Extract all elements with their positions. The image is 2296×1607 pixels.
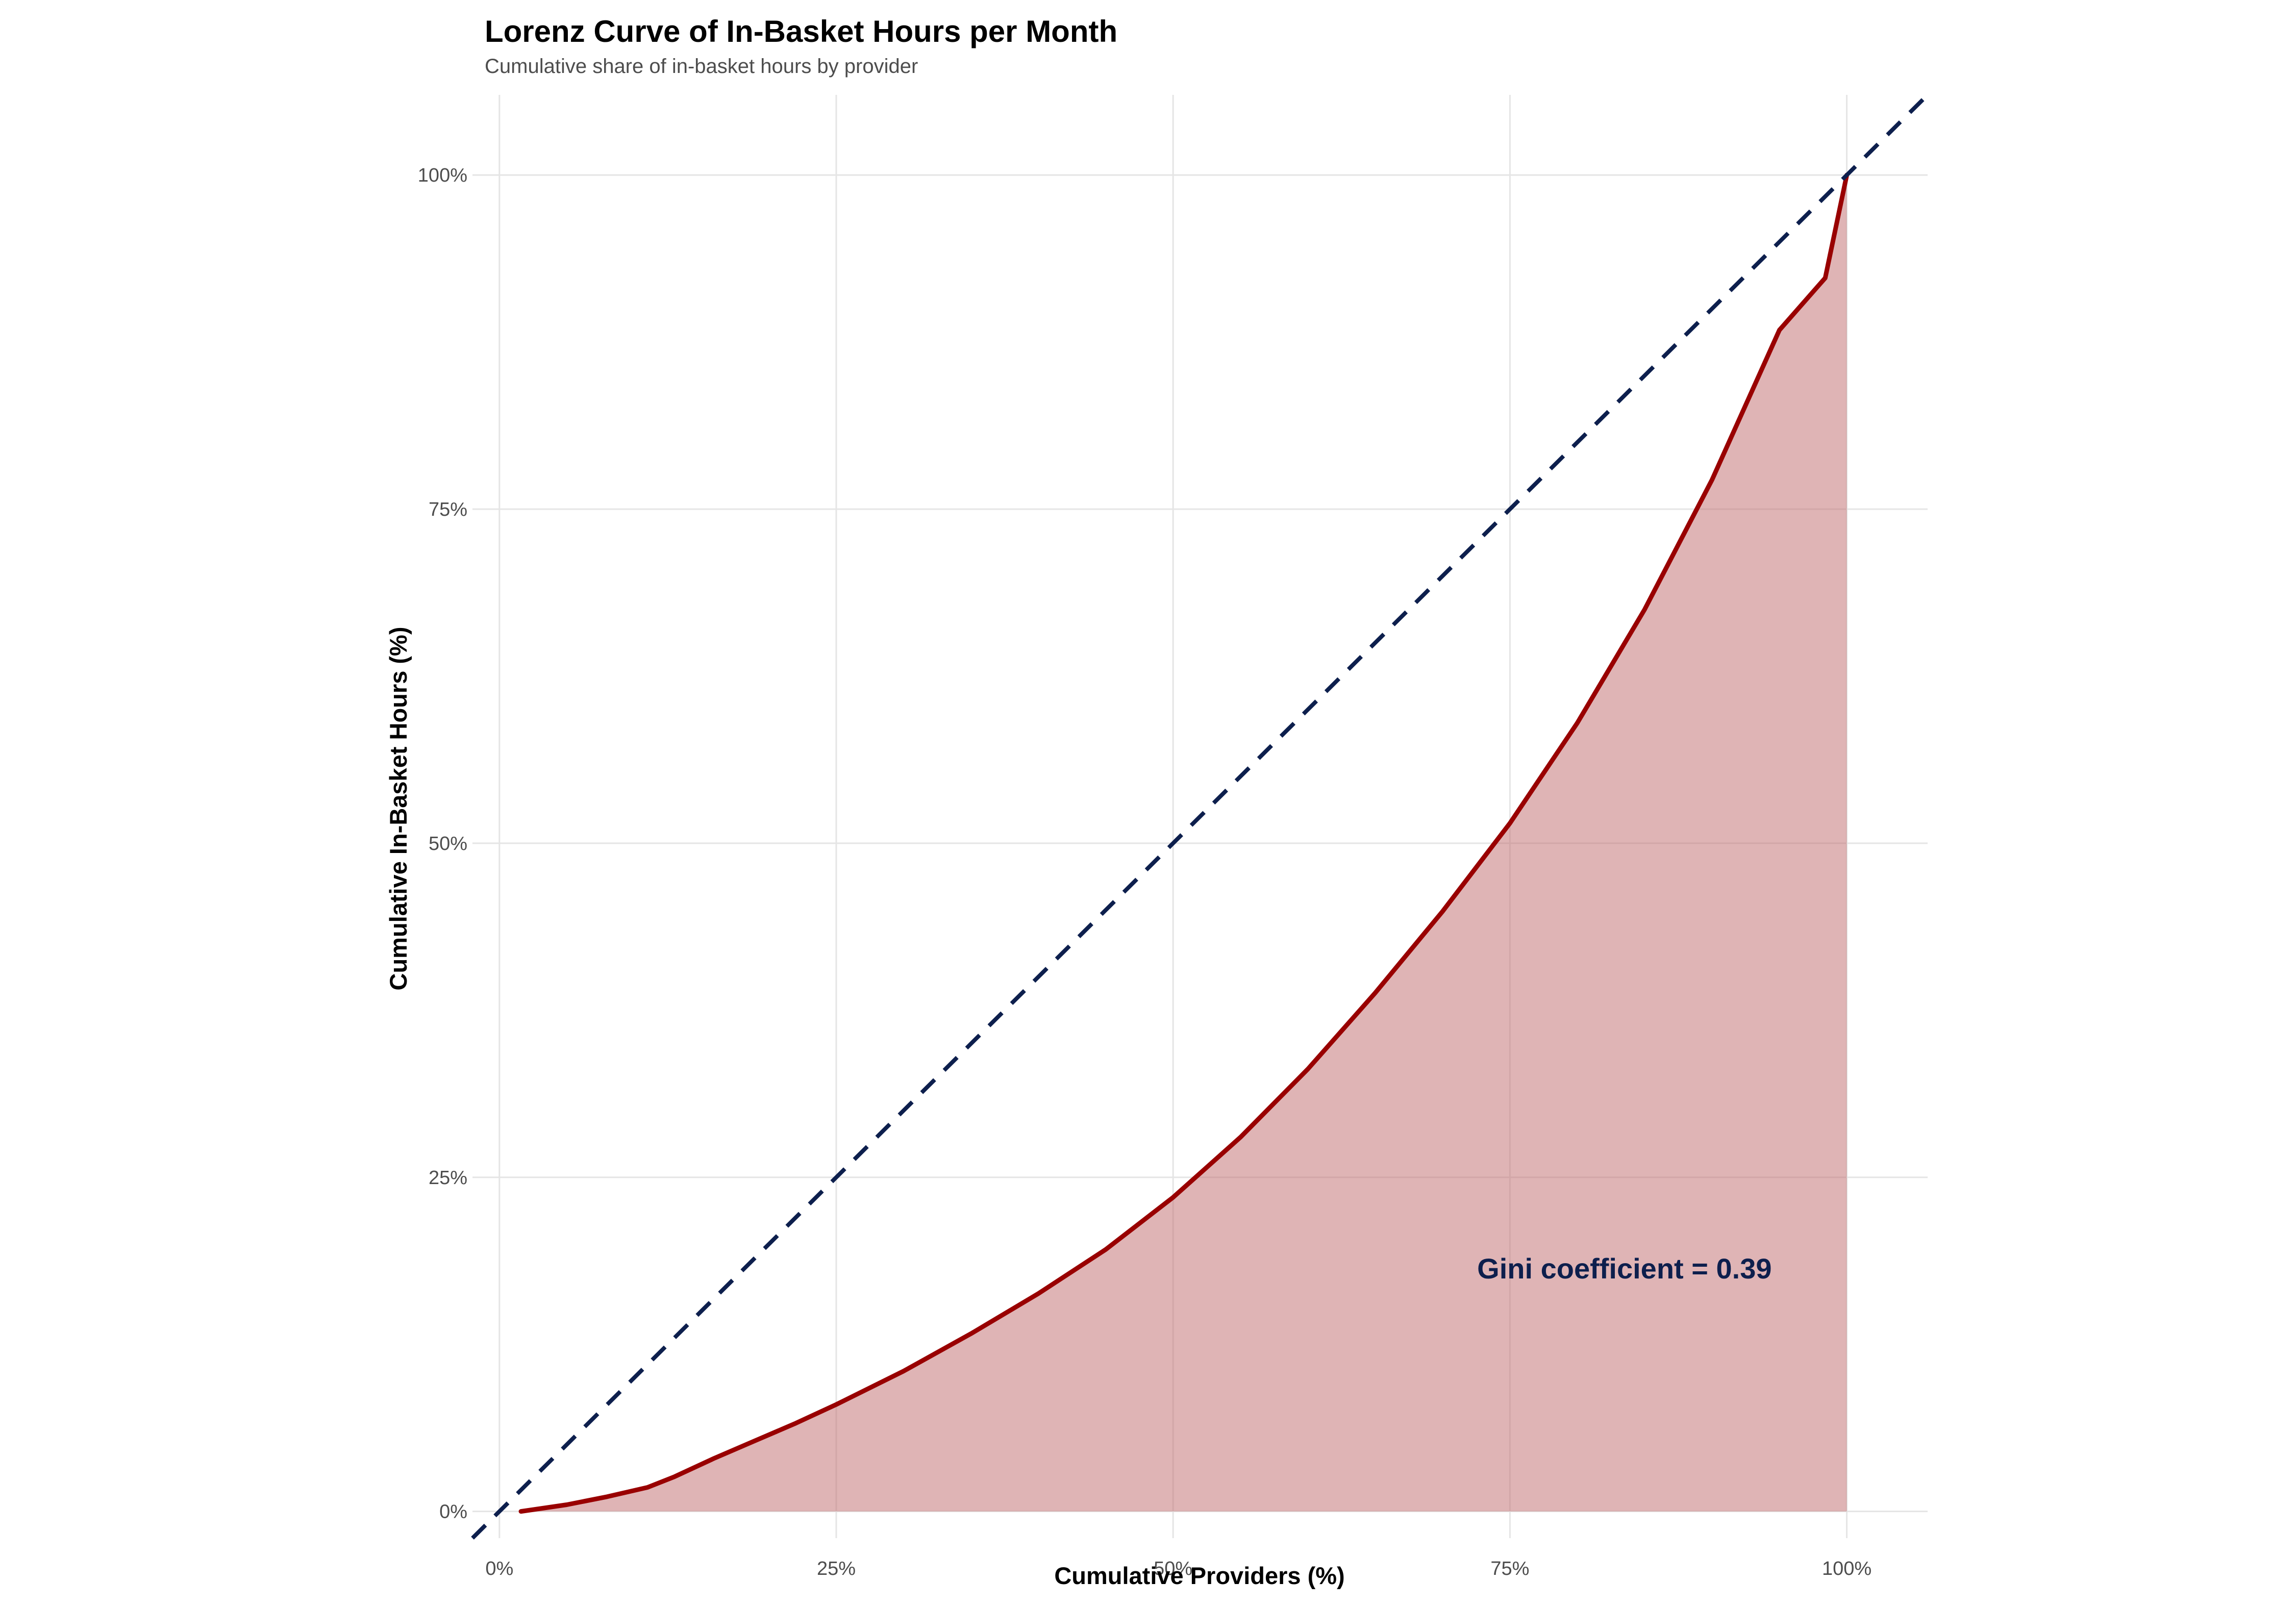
- x-tick-label: 50%: [1154, 1558, 1192, 1579]
- lorenz-area: [521, 175, 1847, 1512]
- y-tick-label: 75%: [429, 499, 467, 520]
- y-axis-title: Cumulative In-Basket Hours (%): [385, 627, 412, 991]
- y-tick-label: 0%: [439, 1501, 467, 1523]
- x-tick-label: 0%: [485, 1558, 513, 1579]
- y-tick-label: 25%: [429, 1167, 467, 1189]
- lorenz-area-layer: [521, 175, 1847, 1512]
- y-tick-label: 50%: [429, 833, 467, 855]
- x-tick-label: 75%: [1490, 1558, 1529, 1579]
- chart-subtitle: Cumulative share of in-basket hours by p…: [485, 55, 918, 78]
- series-lines: [471, 93, 1929, 1540]
- x-tick-label: 25%: [817, 1558, 856, 1579]
- tick-labels: 0% 25% 50% 75% 100% 0% 25% 50% 75% 100%: [418, 165, 1871, 1579]
- x-tick-label: 100%: [1822, 1558, 1871, 1579]
- gini-annotation: Gini coefficient = 0.39: [1477, 1252, 1771, 1285]
- chart-title: Lorenz Curve of In-Basket Hours per Mont…: [485, 14, 1117, 48]
- annotations: Gini coefficient = 0.39: [1477, 1252, 1771, 1285]
- equality-line: [471, 93, 1929, 1540]
- y-tick-label: 100%: [418, 165, 467, 186]
- lorenz-curve-line: [518, 172, 1850, 1514]
- x-axis-title: Cumulative Providers (%): [1054, 1562, 1344, 1589]
